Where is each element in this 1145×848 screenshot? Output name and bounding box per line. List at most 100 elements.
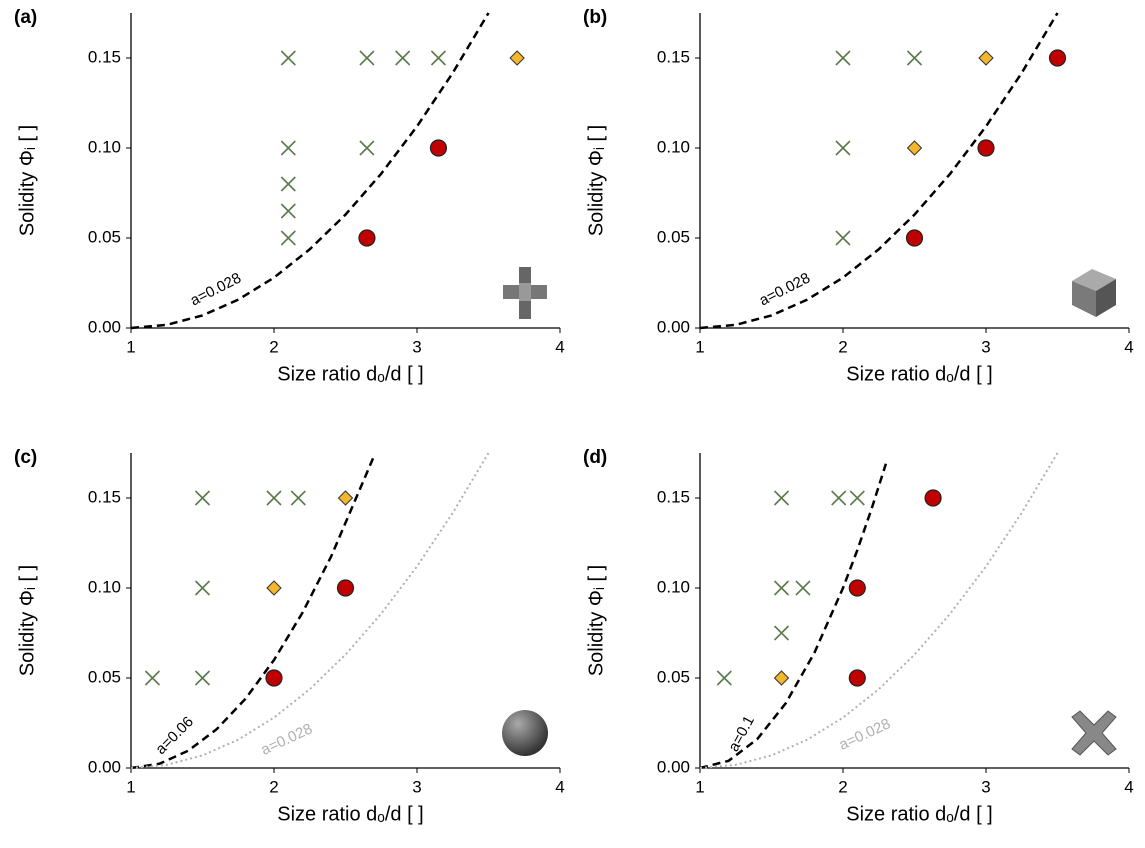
x-tick-label: 3 — [981, 337, 990, 356]
curve-annotation: a=0.028 — [836, 715, 893, 753]
circle-marker — [924, 489, 942, 507]
y-tick-label: 0.05 — [88, 667, 121, 686]
cross-marker — [835, 140, 851, 156]
fit-curve — [699, 12, 1059, 330]
x-tick-label: 4 — [555, 337, 564, 356]
fit-curve — [130, 452, 490, 769]
x-tick-label: 4 — [1124, 337, 1133, 356]
y-tick-label: 0.00 — [88, 317, 121, 336]
panel-label: (b) — [583, 7, 607, 28]
cross-marker — [290, 490, 306, 506]
y-tick-label: 0.05 — [88, 227, 121, 246]
icon-x — [1071, 710, 1117, 756]
cross-marker — [194, 580, 211, 596]
y-axis-label: Solidity Φᵢ [ ] — [585, 125, 607, 236]
cross-marker — [430, 50, 447, 66]
y-axis-label: Solidity Φᵢ [ ] — [16, 125, 38, 236]
cross-marker — [144, 670, 161, 686]
cross-marker — [280, 140, 296, 156]
x-tick-label: 2 — [269, 337, 278, 356]
panel-label: (c) — [14, 447, 37, 468]
x-tick-label: 2 — [838, 777, 847, 796]
curve-annotation: a=0.1 — [725, 713, 758, 755]
circle-marker — [336, 579, 355, 597]
y-axis-label: Solidity Φᵢ [ ] — [585, 565, 607, 676]
x-tick-label: 1 — [695, 337, 704, 356]
icon-cube — [1072, 281, 1096, 317]
panel: (a) 0.00 0.05 0.10 0.15 1 2 3 4 Size ratio dₒ/d [… — [14, 7, 565, 385]
diamond-marker — [266, 580, 282, 596]
y-tick-label: 0.05 — [657, 667, 690, 686]
x-tick-label: 1 — [126, 777, 135, 796]
cross-marker — [395, 50, 411, 66]
y-tick-label: 0.00 — [88, 757, 121, 776]
curve-annotation: a=0.028 — [188, 270, 244, 310]
cross-marker — [280, 176, 296, 192]
x-axis-label: Size ratio dₒ/d [ ] — [846, 803, 993, 825]
curve-annotation: a=0.06 — [152, 713, 197, 758]
circle-marker — [977, 139, 995, 157]
y-tick-label: 0.00 — [657, 317, 690, 336]
y-tick-label: 0.15 — [88, 47, 121, 66]
cross-marker — [194, 670, 211, 686]
panel: (d) 0.00 0.05 0.10 0.15 1 2 3 4 Size ratio dₒ/d [… — [583, 447, 1134, 825]
cross-marker — [773, 490, 790, 506]
icon-sphere — [502, 710, 548, 756]
diamond-marker — [773, 670, 790, 686]
cross-marker — [831, 490, 847, 506]
circle-marker — [848, 669, 866, 687]
curve-annotation: a=0.028 — [757, 270, 813, 310]
panel-label: (a) — [14, 7, 37, 28]
panel: (c) 0.00 0.05 0.10 0.15 1 2 3 4 Size ratio dₒ/d [… — [14, 447, 565, 825]
circle-marker — [358, 229, 376, 247]
cross-marker — [280, 50, 296, 66]
icon-cube — [1072, 269, 1116, 291]
cross-marker — [773, 580, 790, 596]
x-tick-label: 3 — [981, 777, 990, 796]
y-tick-label: 0.05 — [657, 227, 690, 246]
cross-marker — [835, 50, 851, 66]
diamond-marker — [906, 140, 923, 156]
circle-marker — [265, 669, 283, 687]
panel: (b) 0.00 0.05 0.10 0.15 1 2 3 4 Size ratio dₒ/d [… — [583, 7, 1134, 385]
cross-marker — [266, 490, 282, 506]
y-tick-label: 0.10 — [657, 137, 690, 156]
y-axis-label: Solidity Φᵢ [ ] — [16, 565, 38, 676]
fit-curve — [130, 455, 376, 770]
icon-cross — [519, 283, 531, 301]
panel-label: (d) — [583, 447, 607, 468]
y-tick-label: 0.00 — [657, 757, 690, 776]
diamond-marker — [509, 50, 525, 66]
diamond-marker — [978, 50, 994, 66]
y-tick-label: 0.15 — [657, 487, 690, 506]
x-tick-label: 4 — [555, 777, 564, 796]
y-tick-label: 0.10 — [88, 137, 121, 156]
circle-marker — [905, 229, 924, 247]
fit-curve — [699, 463, 888, 770]
circle-marker — [429, 139, 448, 157]
curve-annotation: a=0.028 — [258, 720, 315, 758]
x-axis-label: Size ratio dₒ/d [ ] — [277, 803, 424, 825]
cross-marker — [359, 50, 375, 66]
x-tick-label: 2 — [269, 777, 278, 796]
circle-marker — [848, 579, 866, 597]
x-axis-label: Size ratio dₒ/d [ ] — [846, 363, 993, 385]
cross-marker — [194, 490, 211, 506]
x-tick-label: 3 — [412, 777, 421, 796]
diamond-marker — [337, 490, 354, 506]
y-tick-label: 0.15 — [88, 487, 121, 506]
x-tick-label: 3 — [412, 337, 421, 356]
fit-curve — [130, 12, 490, 330]
cross-marker — [849, 490, 865, 506]
x-tick-label: 1 — [126, 337, 135, 356]
cross-marker — [906, 50, 923, 66]
cross-marker — [280, 203, 296, 219]
cross-marker — [773, 625, 790, 641]
x-axis-label: Size ratio dₒ/d [ ] — [277, 363, 424, 385]
cross-marker — [280, 230, 296, 246]
cross-marker — [716, 670, 732, 686]
y-tick-label: 0.10 — [657, 577, 690, 596]
x-tick-label: 4 — [1124, 777, 1133, 796]
cross-marker — [795, 580, 811, 596]
